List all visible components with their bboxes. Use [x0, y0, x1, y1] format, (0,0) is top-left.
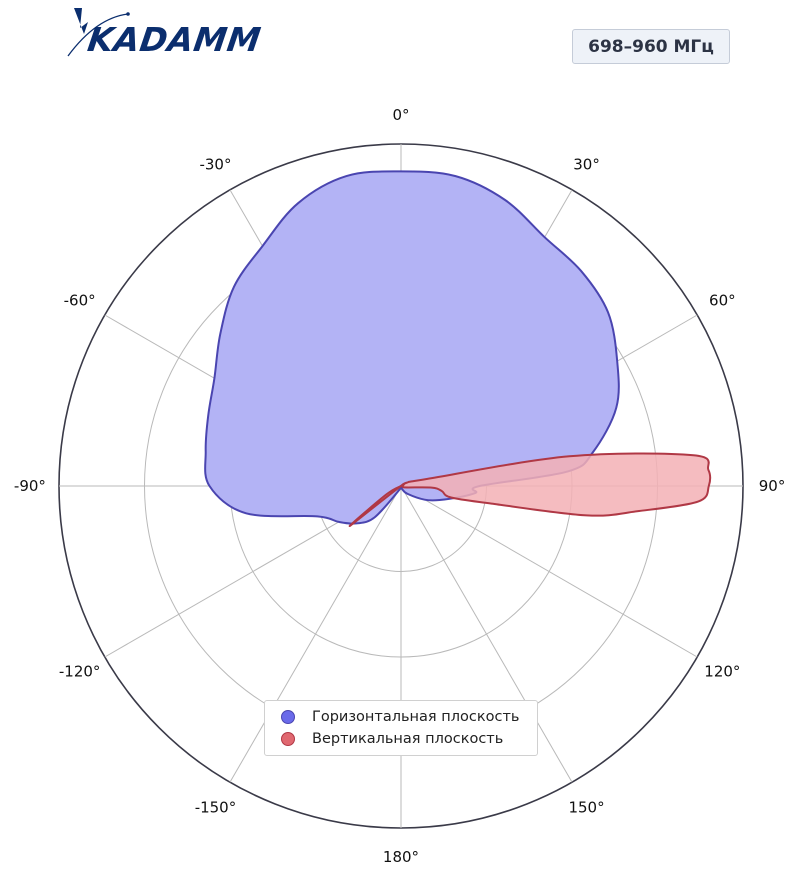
- legend-item-vertical: Вертикальная плоскость: [281, 728, 537, 750]
- angle-tick-label: 0°: [392, 106, 409, 124]
- angle-tick-label: 60°: [709, 291, 736, 309]
- angle-tick-label: -30°: [199, 156, 231, 174]
- angle-tick-label: -120°: [59, 663, 101, 681]
- series-layer: [204, 170, 712, 528]
- legend-marker-vertical: [281, 732, 295, 746]
- angle-tick-label: 150°: [568, 798, 604, 816]
- polar-spoke-line: [229, 485, 402, 783]
- angle-tick-label: -150°: [195, 798, 237, 816]
- legend-item-horizontal: Горизонтальная плоскость: [281, 706, 537, 728]
- angle-tick-label: -60°: [64, 291, 96, 309]
- angle-tick-label: 90°: [759, 477, 786, 495]
- angle-tick-label: 180°: [383, 848, 419, 866]
- legend-label-horizontal: Горизонтальная плоскость: [312, 709, 520, 725]
- polar-spoke-line: [400, 485, 698, 658]
- frequency-band-badge: 698–960 МГц: [572, 29, 730, 64]
- angle-tick-label: 30°: [573, 156, 600, 174]
- angle-tick-label: -90°: [14, 477, 46, 495]
- logo-mark-icon: [67, 8, 130, 57]
- angle-tick-label: 120°: [704, 663, 740, 681]
- polar-spoke-line: [400, 485, 573, 783]
- angle-tick-labels: 0° 30° 60° 90° 120° 150° 180° -150° -120° -90° -60…: [14, 106, 785, 866]
- kadamm-logo: KADAMM: [66, 8, 266, 60]
- horizontal-plane-pattern: [204, 170, 620, 525]
- logo-text: KADAMM: [85, 20, 264, 59]
- vertical-plane-pattern: [348, 452, 712, 528]
- legend-label-vertical: Вертикальная плоскость: [312, 731, 504, 747]
- legend-marker-horizontal: [281, 710, 295, 724]
- legend: Горизонтальная плоскость Вертикальная пл…: [264, 700, 538, 756]
